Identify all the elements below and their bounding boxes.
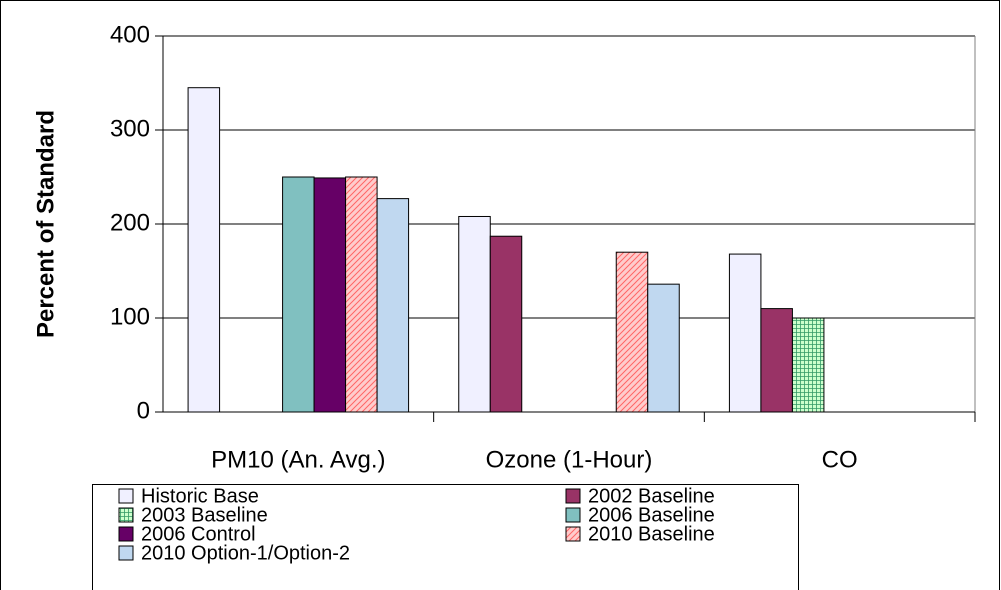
legend-marker	[118, 507, 134, 523]
bar	[615, 251, 649, 413]
bar	[345, 176, 378, 413]
bar	[376, 198, 410, 413]
legend-marker	[565, 526, 581, 542]
legend-marker	[118, 488, 134, 504]
y-tick-label: 300	[110, 115, 150, 142]
y-tick-label: 200	[110, 209, 150, 236]
x-tick-label: CO	[822, 446, 858, 473]
y-tick-label: 400	[110, 21, 150, 48]
y-tick-label: 100	[110, 303, 150, 330]
y-tick-label: 0	[137, 397, 150, 424]
bar	[458, 215, 491, 413]
bar	[728, 253, 762, 413]
legend	[92, 484, 799, 590]
legend-label: 2006 Control	[141, 523, 256, 545]
bar	[282, 176, 315, 413]
legend-marker	[565, 488, 581, 504]
y-axis-title: Percent of Standard	[32, 110, 59, 338]
bar	[489, 235, 523, 413]
x-tick-label: Ozone (1-Hour)	[486, 446, 653, 473]
legend-marker	[118, 526, 134, 542]
bar	[313, 177, 347, 413]
bar	[791, 317, 825, 413]
legend-label: 2002 Baseline	[588, 485, 715, 507]
legend-label: 2003 Baseline	[141, 504, 268, 526]
legend-marker	[565, 507, 581, 523]
legend-marker	[118, 545, 134, 561]
legend-label: Historic Base	[141, 485, 259, 507]
legend-label: 2010 Baseline	[588, 523, 715, 545]
bar	[187, 87, 221, 413]
bar	[760, 308, 793, 413]
legend-label: 2006 Baseline	[588, 504, 715, 526]
x-tick-label: PM10 (An. Avg.)	[211, 446, 385, 473]
legend-label: 2010 Option-1/Option-2	[141, 542, 350, 564]
bar	[647, 283, 680, 413]
